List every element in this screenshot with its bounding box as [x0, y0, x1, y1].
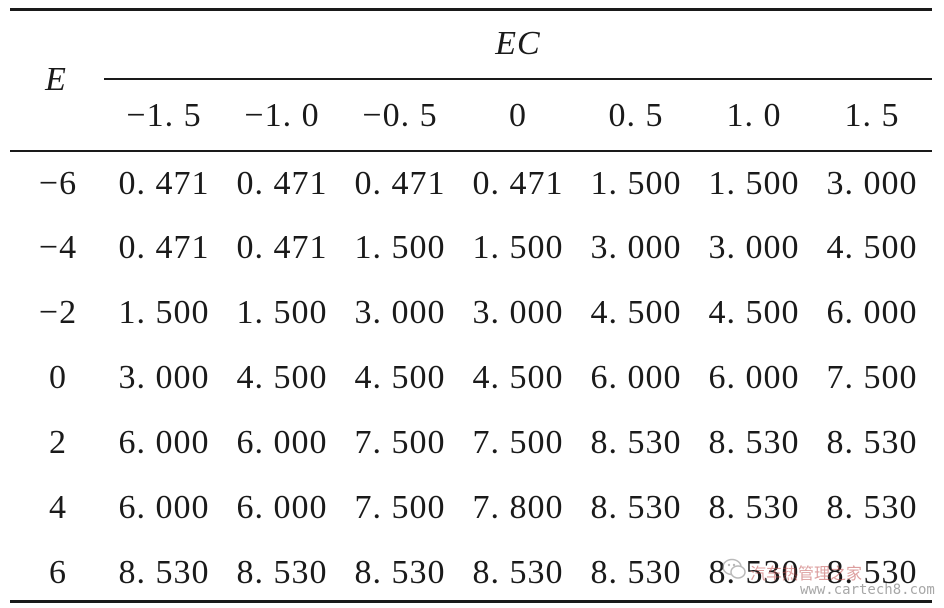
- table-cell: 0. 471: [236, 229, 328, 266]
- table-cell: 7. 500: [354, 489, 446, 526]
- table-cell: 0. 471: [236, 165, 328, 202]
- column-header: 1. 0: [726, 97, 782, 134]
- table-cell: 3. 000: [354, 294, 446, 331]
- row-label: −4: [38, 229, 78, 266]
- table-cell: 8. 530: [708, 489, 800, 526]
- table-cell: 4. 500: [354, 359, 446, 396]
- column-header: −0. 5: [362, 97, 438, 134]
- table-top-rule: [10, 8, 932, 11]
- table-cell: 8. 530: [236, 554, 328, 591]
- table-cell: 8. 530: [590, 554, 682, 591]
- row-label: −2: [38, 294, 78, 331]
- table-cell: 8. 530: [708, 554, 800, 591]
- table-cell: 6. 000: [236, 489, 328, 526]
- table-cell: 4. 500: [708, 294, 800, 331]
- table-cell: 3. 000: [590, 229, 682, 266]
- row-label: −6: [38, 165, 78, 202]
- table-cell: 8. 530: [826, 554, 918, 591]
- table-cell: 8. 530: [472, 554, 564, 591]
- column-header: 1. 5: [844, 97, 900, 134]
- table-cell: 4. 500: [826, 229, 918, 266]
- table-cell: 8. 530: [590, 424, 682, 461]
- table-cell: 6. 000: [590, 359, 682, 396]
- table-cell: 7. 800: [472, 489, 564, 526]
- table-cell: 1. 500: [118, 294, 210, 331]
- table-cell: 7. 500: [472, 424, 564, 461]
- table-header-divider: [104, 78, 932, 80]
- table-cell: 6. 000: [236, 424, 328, 461]
- table-cell: 7. 500: [354, 424, 446, 461]
- table-bottom-rule: [10, 600, 932, 603]
- column-header: 0. 5: [608, 97, 664, 134]
- table-cell: 6. 000: [118, 489, 210, 526]
- table-cell: 4. 500: [236, 359, 328, 396]
- table-cell: 8. 530: [590, 489, 682, 526]
- column-header: −1. 0: [244, 97, 320, 134]
- row-label: 4: [49, 489, 67, 526]
- row-label: 0: [49, 359, 67, 396]
- table-cell: 4. 500: [590, 294, 682, 331]
- table-cell: 4. 500: [472, 359, 564, 396]
- table-cell: 0. 471: [118, 229, 210, 266]
- table-cell: 8. 530: [826, 489, 918, 526]
- table-cell: 0. 471: [472, 165, 564, 202]
- table-cell: 8. 530: [708, 424, 800, 461]
- table-cell: 0. 471: [118, 165, 210, 202]
- table-cell: 1. 500: [354, 229, 446, 266]
- column-header: −1. 5: [126, 97, 202, 134]
- column-group-header: EC: [495, 25, 541, 62]
- table-cell: 8. 530: [826, 424, 918, 461]
- row-header-label: E: [45, 61, 67, 98]
- row-label: 2: [49, 424, 67, 461]
- table-cell: 0. 471: [354, 165, 446, 202]
- table-body-rule: [10, 150, 932, 152]
- table-cell: 8. 530: [118, 554, 210, 591]
- table-cell: 6. 000: [708, 359, 800, 396]
- table-cell: 1. 500: [472, 229, 564, 266]
- row-label: 6: [49, 554, 67, 591]
- table-cell: 3. 000: [118, 359, 210, 396]
- table-cell: 6. 000: [826, 294, 918, 331]
- table-cell: 1. 500: [590, 165, 682, 202]
- table-cell: 6. 000: [118, 424, 210, 461]
- table-cell: 3. 000: [708, 229, 800, 266]
- table-cell: 1. 500: [236, 294, 328, 331]
- column-header: 0: [509, 97, 527, 134]
- table-cell: 7. 500: [826, 359, 918, 396]
- table-cell: 1. 500: [708, 165, 800, 202]
- table-cell: 3. 000: [826, 165, 918, 202]
- table-cell: 3. 000: [472, 294, 564, 331]
- table-cell: 8. 530: [354, 554, 446, 591]
